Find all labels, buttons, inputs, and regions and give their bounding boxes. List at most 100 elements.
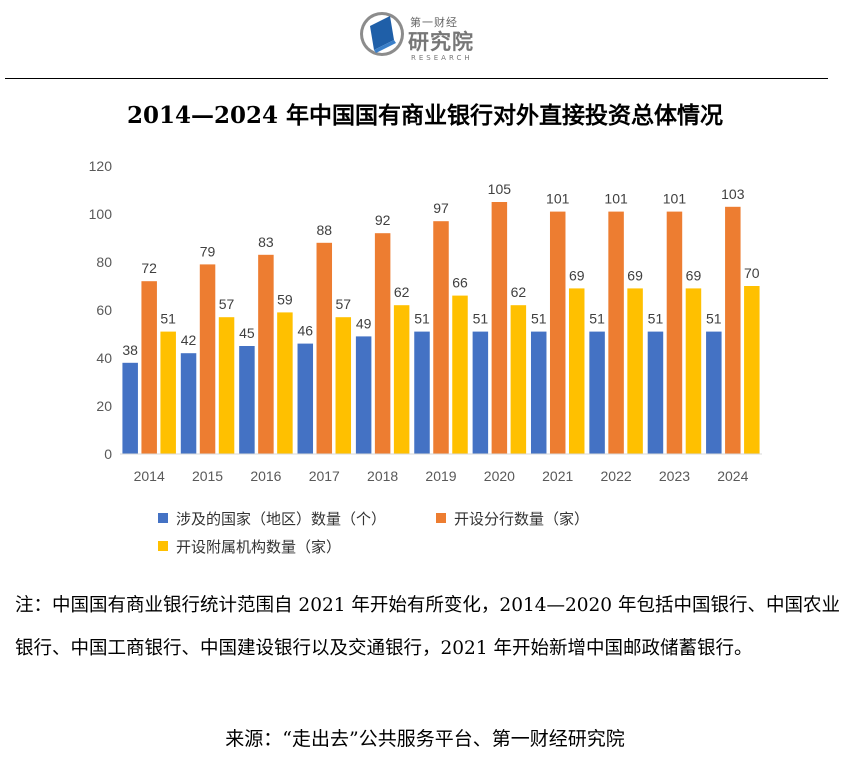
data-label-series1-2019: 97 bbox=[433, 200, 449, 216]
header-divider bbox=[5, 78, 828, 79]
bar-series1-2017 bbox=[316, 242, 333, 454]
data-label-series2-2022: 69 bbox=[627, 267, 643, 283]
data-label-series1-2021: 101 bbox=[546, 191, 570, 207]
data-label-series2-2024: 70 bbox=[744, 265, 760, 281]
x-tick-label-2015: 2015 bbox=[192, 468, 223, 484]
y-tick-label: 120 bbox=[89, 158, 113, 174]
bar-series2-2017 bbox=[335, 317, 352, 454]
logo-mark-icon bbox=[360, 12, 404, 56]
data-label-series0-2019: 51 bbox=[414, 311, 430, 327]
data-label-series2-2023: 69 bbox=[686, 267, 702, 283]
data-label-series0-2016: 45 bbox=[239, 325, 255, 341]
bar-series2-2023 bbox=[685, 288, 702, 454]
x-tick-label-2024: 2024 bbox=[717, 468, 748, 484]
x-tick-label-2021: 2021 bbox=[542, 468, 573, 484]
data-label-series0-2023: 51 bbox=[648, 311, 664, 327]
y-tick-label: 100 bbox=[89, 206, 113, 222]
logo-big-text: 研究院 bbox=[408, 30, 474, 54]
data-label-series0-2020: 51 bbox=[473, 311, 489, 327]
data-label-series0-2021: 51 bbox=[531, 311, 547, 327]
data-label-series1-2024: 103 bbox=[721, 186, 745, 202]
bar-series0-2016 bbox=[239, 346, 255, 454]
data-label-series2-2017: 57 bbox=[335, 296, 351, 312]
data-labels: 3872514279574583594688574992625197665110… bbox=[122, 181, 759, 358]
bar-series2-2021 bbox=[568, 288, 585, 454]
data-label-series0-2022: 51 bbox=[589, 311, 605, 327]
bars bbox=[122, 202, 760, 454]
y-tick-label: 20 bbox=[96, 398, 112, 414]
bar-series0-2018 bbox=[355, 336, 372, 454]
x-tick-label-2018: 2018 bbox=[367, 468, 398, 484]
chart-title: 2014—2024 年中国国有商业银行对外直接投资总体情况 bbox=[126, 102, 724, 129]
logo: 第一财经 研究院 RESEARCH bbox=[358, 10, 488, 62]
legend-label-countries: 涉及的国家（地区）数量（个） bbox=[176, 510, 387, 528]
bar-series0-2023 bbox=[647, 331, 664, 454]
bar-series1-2024 bbox=[725, 206, 741, 454]
data-label-series1-2017: 88 bbox=[316, 222, 332, 238]
data-label-series0-2015: 42 bbox=[181, 332, 197, 348]
data-label-series1-2018: 92 bbox=[375, 212, 391, 228]
data-label-series2-2020: 62 bbox=[511, 284, 527, 300]
x-tick-label-2017: 2017 bbox=[309, 468, 340, 484]
logo-sub-text: RESEARCH bbox=[411, 54, 473, 62]
data-label-series0-2018: 49 bbox=[356, 315, 372, 331]
legend-label-branches: 开设分行数量（家） bbox=[454, 510, 590, 528]
data-label-series1-2020: 105 bbox=[488, 181, 512, 197]
y-tick-label: 80 bbox=[96, 254, 112, 270]
bar-series0-2022 bbox=[589, 331, 605, 454]
bar-series2-2020 bbox=[510, 305, 527, 454]
data-label-series1-2015: 79 bbox=[200, 243, 216, 259]
source-line: 来源：“走出去”公共服务平台、第一财经研究院 bbox=[225, 728, 625, 750]
data-label-series2-2015: 57 bbox=[219, 296, 235, 312]
bar-series0-2020 bbox=[472, 331, 489, 454]
data-label-series2-2021: 69 bbox=[569, 267, 585, 283]
x-tick-label-2014: 2014 bbox=[134, 468, 165, 484]
bar-series2-2022 bbox=[627, 288, 643, 454]
x-tick-label-2022: 2022 bbox=[601, 468, 632, 484]
data-label-series1-2016: 83 bbox=[258, 234, 274, 250]
x-tick-label-2023: 2023 bbox=[659, 468, 690, 484]
bar-series0-2024 bbox=[706, 331, 722, 454]
bar-series2-2014 bbox=[160, 331, 176, 454]
data-label-series1-2023: 101 bbox=[663, 191, 687, 207]
bar-series2-2015 bbox=[218, 317, 235, 454]
data-label-series2-2014: 51 bbox=[160, 311, 176, 327]
logo-small-text: 第一财经 bbox=[410, 16, 458, 29]
legend-swatch-orange bbox=[436, 513, 446, 523]
data-label-series1-2014: 72 bbox=[141, 260, 157, 276]
bar-series2-2018 bbox=[393, 305, 410, 454]
bar-series1-2021 bbox=[549, 211, 566, 454]
x-tick-label-2019: 2019 bbox=[425, 468, 456, 484]
bar-series0-2014 bbox=[122, 362, 138, 454]
bar-series1-2023 bbox=[666, 211, 683, 454]
bar-series0-2021 bbox=[530, 331, 547, 454]
bar-series1-2014 bbox=[141, 281, 157, 454]
bar-series2-2019 bbox=[452, 295, 468, 454]
bar-series1-2015 bbox=[199, 264, 216, 454]
legend-item-branches: 开设分行数量（家） bbox=[436, 508, 589, 529]
x-axis-ticks: 2014 2015 2016 2017 2018 2019 2020 2021 2022 2023… bbox=[134, 468, 749, 484]
data-label-series2-2019: 66 bbox=[452, 275, 468, 291]
y-tick-label: 60 bbox=[96, 302, 112, 318]
bar-series1-2018 bbox=[374, 233, 391, 454]
data-label-series2-2018: 62 bbox=[394, 284, 410, 300]
data-label-series2-2016: 59 bbox=[277, 291, 293, 307]
bar-series1-2016 bbox=[258, 254, 274, 454]
data-label-series0-2024: 51 bbox=[706, 311, 722, 327]
bar-series0-2017 bbox=[297, 343, 314, 454]
legend-label-subsidiaries: 开设附属机构数量（家） bbox=[176, 538, 342, 556]
bar-series0-2019 bbox=[414, 331, 430, 454]
data-label-series0-2017: 46 bbox=[297, 323, 313, 339]
x-tick-label-2016: 2016 bbox=[250, 468, 281, 484]
y-axis-ticks: 0 20 40 60 80 100 120 bbox=[89, 158, 113, 462]
bar-series2-2016 bbox=[277, 312, 293, 454]
y-tick-label: 0 bbox=[104, 446, 112, 462]
data-label-series1-2022: 101 bbox=[604, 191, 628, 207]
x-tick-label-2020: 2020 bbox=[484, 468, 515, 484]
y-tick-label: 40 bbox=[96, 350, 112, 366]
bar-series1-2020 bbox=[491, 202, 508, 454]
bar-series1-2022 bbox=[608, 211, 624, 454]
legend-swatch-gold bbox=[158, 541, 168, 551]
bar-series1-2019 bbox=[433, 221, 449, 454]
